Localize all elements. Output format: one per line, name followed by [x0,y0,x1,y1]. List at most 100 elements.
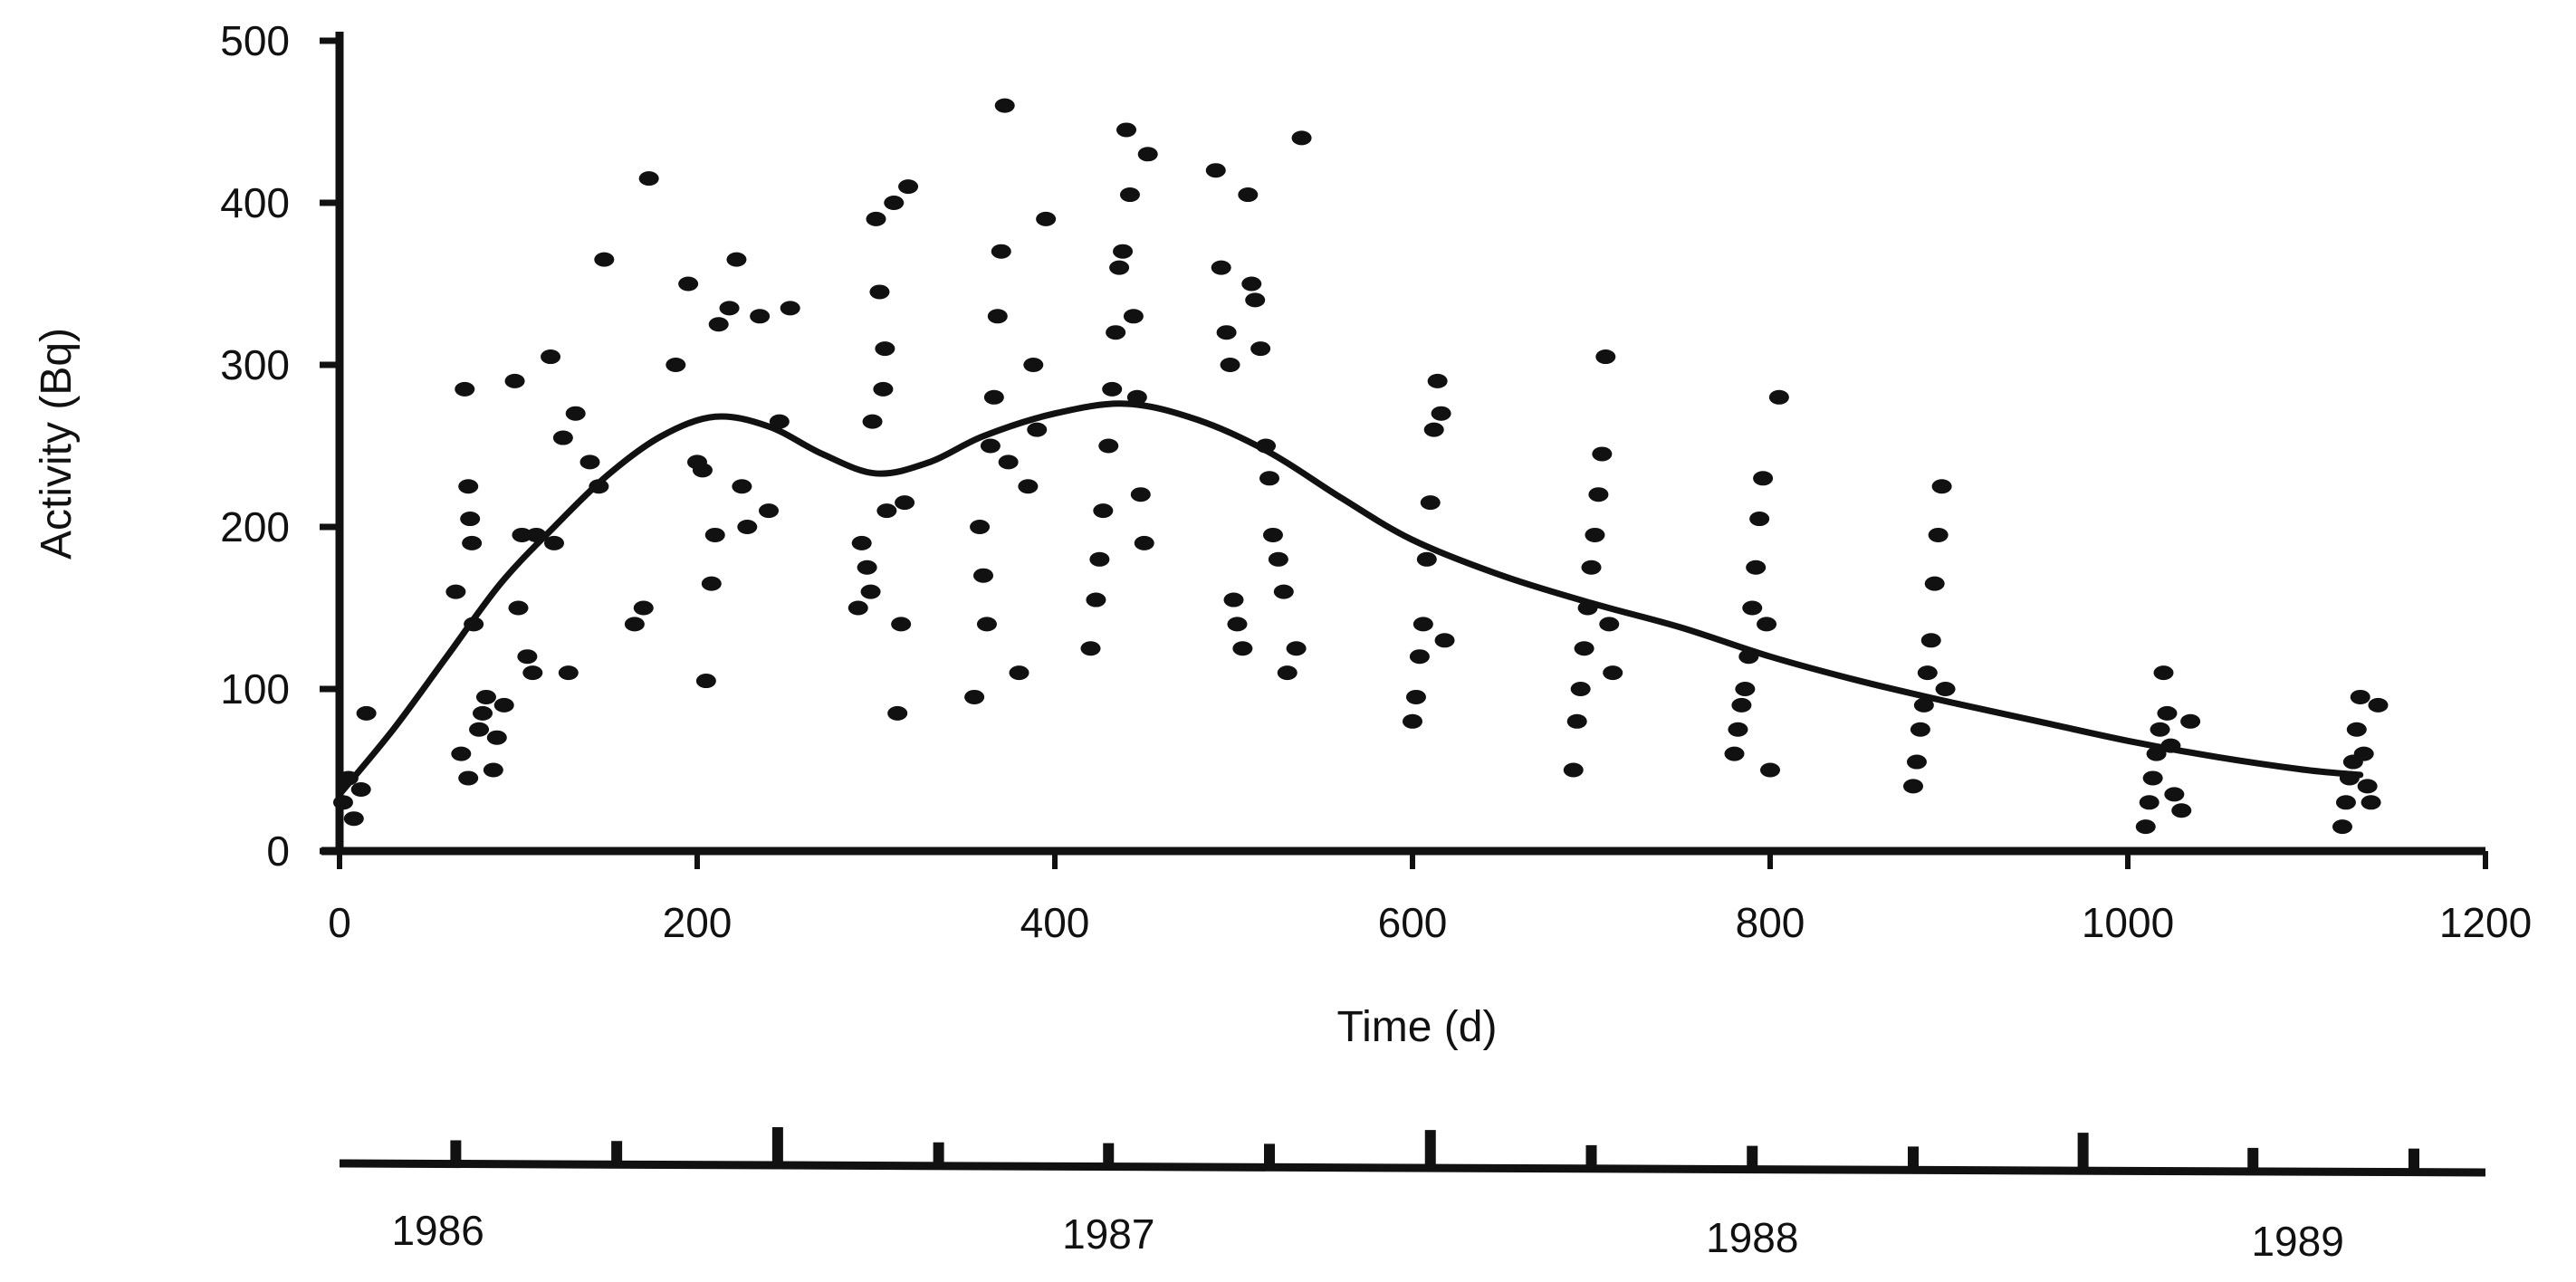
data-point [2368,697,2389,713]
data-point [2335,795,2356,810]
data-point [666,358,686,372]
data-point [1220,358,1240,372]
data-point [1581,560,1602,575]
data-point [517,649,538,665]
data-point [1268,551,1288,567]
y-tick-label: 200 [220,503,290,550]
data-point [964,689,985,704]
data-point [1216,325,1237,340]
data-point [1102,381,1123,397]
data-point [1935,682,1956,696]
year-axis: 1986 1987 1988 1989 [339,1127,2486,1265]
data-point [987,309,1008,324]
data-point [1910,722,1930,737]
fit-curve-group [336,400,2364,798]
data-point [1262,527,1283,542]
data-point [552,430,573,445]
data-point [708,317,729,332]
data-point [2153,665,2174,681]
data-point [1917,665,1938,681]
data-point [455,381,475,397]
data-point [1728,722,1748,737]
data-point [1080,641,1101,656]
data-point [2157,705,2178,721]
data-point [860,584,881,599]
data-point [2353,746,2374,761]
data-point [544,535,564,550]
data-point [508,600,529,616]
data-point [1753,471,1774,486]
data-point [1405,689,1426,704]
data-point [579,454,600,470]
y-tick-label: 400 [220,179,290,226]
data-point [1416,551,1437,567]
data-point [1134,535,1154,550]
data-point [1113,244,1134,259]
data-point [1089,551,1110,567]
data-point [462,535,483,550]
data-point [1913,697,1934,713]
data-point [2361,795,2381,810]
data-point [887,705,908,721]
x-axis-label: Time (d) [1337,1003,1498,1051]
x-tick-label: 400 [1020,899,1090,946]
data-point [1735,682,1756,696]
data-point [876,503,897,519]
data-point [732,479,752,494]
year-label-1986: 1986 [391,1207,484,1254]
data-point [1227,617,1248,632]
data-point [857,560,877,575]
data-point [1603,665,1623,681]
data-point [1273,584,1294,599]
data-point [2135,819,2156,835]
year-axis-line [339,1159,2486,1177]
fit-curve [336,400,2364,798]
data-point [1106,325,1126,340]
data-point [2142,770,2163,786]
data-point [1130,487,1151,502]
data-point [332,795,353,810]
data-point [1245,292,1266,308]
data-point [460,512,481,527]
data-point [750,309,771,324]
data-point [1403,713,1422,729]
data-point [2139,795,2159,810]
data-point [1238,187,1259,203]
data-point [980,438,1001,454]
data-point [891,617,912,632]
data-point [998,454,1019,470]
data-point [780,301,800,316]
data-point [1018,479,1039,494]
data-point [558,665,579,681]
data-point [991,244,1011,259]
data-point [504,373,525,388]
data-point [678,276,699,292]
data-point [486,730,507,745]
data-point [1286,641,1307,656]
data-point [895,495,915,511]
data-point [1409,649,1430,665]
data-point [1724,746,1745,761]
data-point [541,349,561,365]
data-point [469,722,490,737]
data-point [1599,617,1620,632]
data-point [1223,592,1244,608]
data-point [1588,487,1609,502]
data-point [2164,787,2185,802]
data-point [1924,576,1945,591]
data-point [862,414,883,429]
axes [321,32,2485,856]
data-point [1291,130,1312,146]
data-point [994,98,1015,113]
data-point [1009,665,1029,681]
x-axis-ticks: 0 200 400 600 800 1000 1200 [328,851,2532,946]
data-point [701,576,722,591]
scatter-points [332,98,2389,835]
data-point [356,705,377,721]
data-point [1574,641,1594,656]
data-point [851,535,872,550]
data-point [1423,422,1444,437]
data-point [633,600,654,616]
data-point [1232,641,1253,656]
data-point [769,414,790,429]
